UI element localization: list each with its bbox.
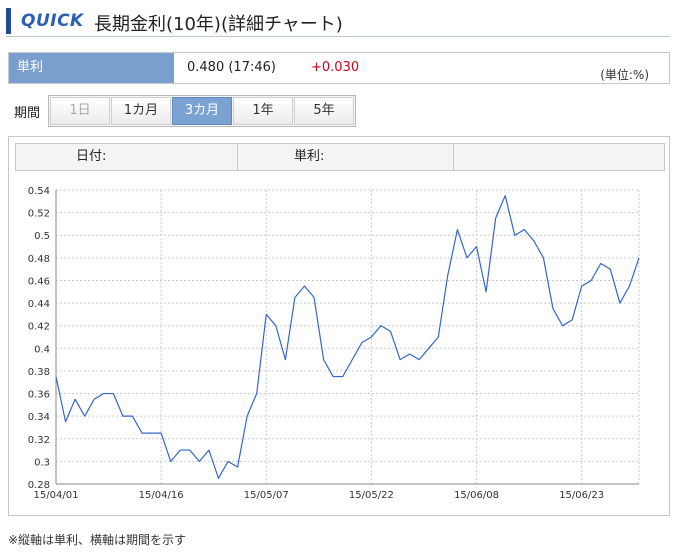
- y-tick-label: 0.44: [28, 299, 50, 310]
- y-tick-label: 0.28: [28, 480, 50, 491]
- y-tick-label: 0.36: [28, 390, 50, 401]
- x-tick-label: 15/05/22: [349, 490, 394, 501]
- footnote: ※縦軸は単利、横軸は期間を示す: [8, 533, 187, 547]
- tab-3-months[interactable]: 3カ月: [172, 97, 232, 125]
- yield-series-line: [55, 195, 640, 479]
- readout-date-label: 日付:: [16, 144, 238, 170]
- header-bar: QUICK 長期金利(10年)(詳細チャート): [6, 6, 670, 37]
- y-tick-label: 0.38: [28, 367, 50, 378]
- y-tick-label: 0.46: [28, 276, 50, 287]
- tab-1-day: 1日: [50, 97, 110, 125]
- x-tick-label: 15/05/07: [244, 490, 289, 501]
- tab-1-year[interactable]: 1年: [233, 97, 293, 125]
- x-tick-label: 15/06/08: [454, 490, 499, 501]
- readout-rate-label: 単利:: [238, 144, 454, 170]
- quick-logo[interactable]: QUICK: [21, 11, 84, 31]
- y-tick-label: 0.48: [28, 254, 50, 265]
- chart-panel: 日付: 単利: 0.28 0.3 0.32 0.34 0.36 0.38 0.4 0.42 0.…: [8, 136, 670, 516]
- y-tick-label: 0.32: [28, 435, 50, 446]
- y-tick-label: 0.42: [28, 322, 50, 333]
- y-tick-label: 0.3: [34, 457, 50, 468]
- y-tick-label: 0.34: [28, 412, 50, 423]
- yield-line-chart[interactable]: 0.28 0.3 0.32 0.34 0.36 0.38 0.4 0.42 0.44 0.46 0.…: [9, 137, 669, 515]
- current-rate-value: 0.480 (17:46): [187, 60, 276, 75]
- x-tick-label: 15/04/16: [139, 490, 184, 501]
- period-tabs: 1日 1カ月 3カ月 1年 5年: [48, 95, 356, 127]
- rate-type-label: 単利: [9, 53, 174, 83]
- tab-1-month[interactable]: 1カ月: [111, 97, 171, 125]
- y-tick-label: 0.54: [28, 186, 50, 197]
- y-tick-label: 0.5: [34, 231, 50, 242]
- period-label: 期間: [14, 106, 41, 121]
- y-tick-label: 0.52: [28, 209, 50, 220]
- hover-readout: 日付: 単利:: [15, 143, 665, 171]
- rate-change-value: +0.030: [311, 60, 360, 75]
- page-title: 長期金利(10年)(詳細チャート): [94, 14, 343, 35]
- title-accent-bar: [6, 8, 11, 34]
- unit-label: (単位:%): [600, 68, 649, 82]
- tab-5-years[interactable]: 5年: [294, 97, 354, 125]
- x-tick-label: 15/04/01: [34, 490, 79, 501]
- rate-info-row: 単利 0.480 (17:46) +0.030 (単位:%): [8, 52, 670, 84]
- y-tick-label: 0.4: [34, 344, 50, 355]
- x-tick-label: 15/06/23: [559, 490, 604, 501]
